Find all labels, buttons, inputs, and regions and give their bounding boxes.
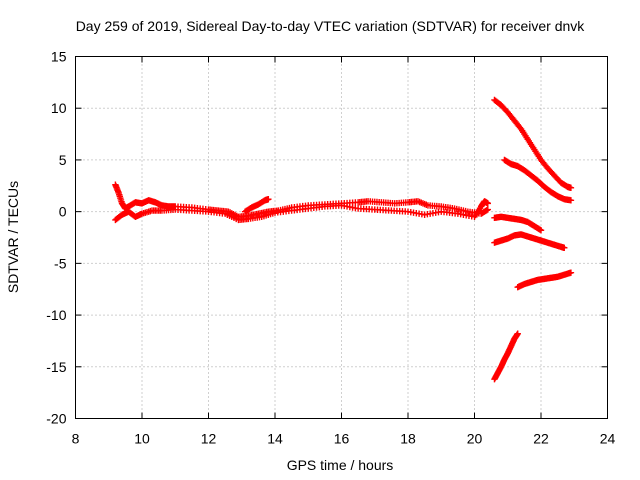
y-tick-label: 15 bbox=[51, 49, 67, 65]
data-point bbox=[265, 196, 272, 203]
y-tick-label: 5 bbox=[59, 152, 67, 168]
y-axis-label: SDTVAR / TECUs bbox=[5, 181, 21, 293]
ticks: 8 10 12 14 16 18 20 22 24 -20 -15 -10 -5 0 5 10 15 bbox=[46, 49, 615, 447]
x-tick-label: 14 bbox=[267, 431, 283, 447]
x-tick-label: 12 bbox=[201, 431, 217, 447]
data-point bbox=[567, 184, 575, 192]
data-point bbox=[567, 269, 575, 276]
data-point bbox=[561, 244, 568, 252]
chart-title: Day 259 of 2019, Sidereal Day-to-day VTE… bbox=[76, 18, 586, 34]
x-tick-label: 20 bbox=[467, 431, 483, 447]
data-point bbox=[537, 227, 545, 234]
y-tick-label: -15 bbox=[46, 359, 66, 375]
x-tick-label: 22 bbox=[533, 431, 549, 447]
y-tick-label: -20 bbox=[46, 411, 66, 427]
data-point bbox=[514, 330, 521, 337]
x-tick-label: 18 bbox=[400, 431, 416, 447]
data-points bbox=[112, 96, 575, 383]
y-tick-label: -5 bbox=[54, 255, 67, 271]
x-tick-label: 16 bbox=[334, 431, 350, 447]
x-axis-label: GPS time / hours bbox=[287, 457, 394, 473]
data-point bbox=[484, 200, 491, 207]
y-tick-label: 10 bbox=[51, 100, 67, 116]
plot-frame bbox=[75, 56, 608, 419]
data-point bbox=[484, 206, 491, 213]
y-tick-label: -10 bbox=[46, 307, 66, 323]
x-tick-label: 10 bbox=[134, 431, 150, 447]
x-tick-label: 24 bbox=[600, 431, 616, 447]
y-tick-label: 0 bbox=[59, 204, 67, 220]
data-point bbox=[567, 197, 575, 204]
x-tick-label: 8 bbox=[72, 431, 80, 447]
